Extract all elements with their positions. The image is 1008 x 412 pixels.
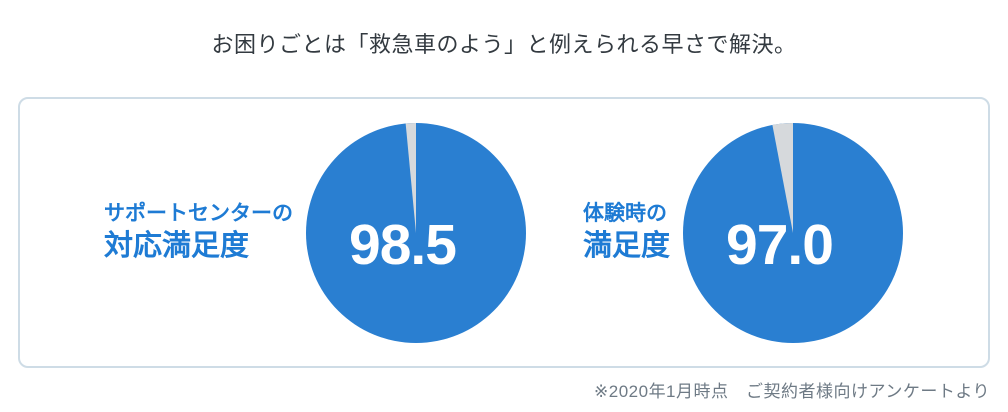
trial-label-line2: 満足度	[582, 229, 670, 262]
trial-pie-chart: 97.0 %	[682, 122, 904, 412]
support-center-pie-value: 98.5 %	[305, 122, 527, 412]
support-center-label-line2: 対応満足度	[103, 229, 249, 262]
trial-pie-value: 97.0 %	[682, 122, 904, 412]
support-center-label: サポートセンターの 対応満足度	[104, 201, 293, 264]
trial-label: 体験時の 満足度	[583, 201, 670, 264]
support-center-percentage: 98.5	[349, 212, 457, 277]
stat-group-trial: 体験時の 満足度 97.0 %	[583, 122, 904, 412]
support-center-pie-chart: 98.5 %	[305, 122, 527, 412]
trial-percentage: 97.0	[726, 212, 834, 277]
footnote: ※2020年1月時点 ご契約者様向けアンケートより	[594, 382, 990, 401]
support-center-label-line1: サポートセンターの	[103, 202, 293, 226]
support-center-percent-sign: %	[458, 385, 483, 412]
pie-chart-svg	[305, 122, 526, 343]
stats-panel: サポートセンターの 対応満足度 98.5 % 体験時の 満足度	[18, 97, 990, 412]
pie-chart-svg	[683, 122, 903, 343]
stat-group-support-center: サポートセンターの 対応満足度 98.5 %	[104, 122, 527, 412]
page-title: お困りごとは「救急車のよう」と例えられる早さで解決。	[211, 32, 797, 57]
trial-percent-sign: %	[835, 385, 860, 412]
trial-label-line1: 体験時の	[582, 202, 667, 226]
